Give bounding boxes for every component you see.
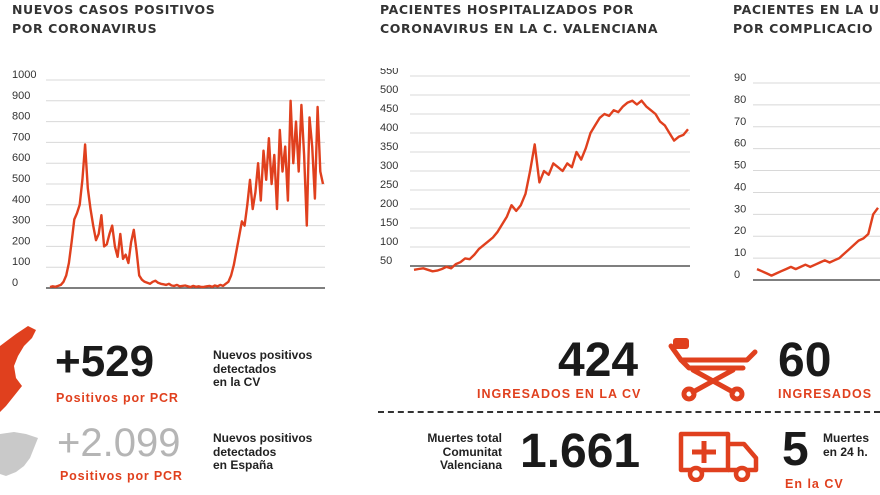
chart2-title: PACIENTES HOSPITALIZADOS POR CORONAVIRUS…	[380, 0, 658, 38]
series-line	[49, 99, 325, 289]
positives-es-label: Positivos por PCR	[60, 469, 183, 483]
y-tick-label: 30	[734, 203, 746, 215]
deaths-24h-desc-line2: en 24 h.	[823, 444, 868, 459]
positives-es-desc-line2: detectados	[213, 444, 277, 459]
deaths-total-value: 1.661	[520, 425, 641, 478]
y-tick-label: 50	[734, 160, 746, 172]
chart1-title-line1: NUEVOS CASOS POSITIVOS	[12, 2, 216, 17]
y-tick-label: 20	[734, 225, 746, 237]
y-tick-label: 550	[380, 68, 398, 77]
deaths-desc-line3: Valenciana	[439, 458, 502, 472]
y-tick-label: 150	[380, 217, 398, 229]
icu-value: 60	[778, 334, 832, 387]
positives-es-desc-line3: en España	[213, 458, 274, 472]
y-tick-label: 500	[12, 173, 30, 185]
y-tick-label: 500	[380, 84, 398, 96]
ambulance-icon	[678, 431, 759, 482]
y-tick-label: 60	[734, 138, 746, 150]
chart1-title: NUEVOS CASOS POSITIVOS POR CORONAVIRUS	[12, 0, 215, 38]
y-tick-label: 600	[12, 152, 30, 164]
spain-map-icon	[0, 432, 38, 476]
deaths-24h-desc: Muertes en 24 h.	[823, 431, 870, 459]
y-tick-label: 450	[380, 103, 398, 115]
positives-cv-desc: Nuevos positivos detectados en la CV	[213, 348, 313, 390]
chart1-title-line2: POR CORONAVIRUS	[12, 21, 158, 36]
y-tick-label: 900	[12, 90, 30, 102]
deaths-desc: Muertes total Comunitat Valenciana	[392, 431, 502, 473]
deaths-24h-label: En la CV	[785, 477, 844, 491]
y-tick-label: 300	[380, 160, 398, 172]
series-line	[756, 207, 879, 277]
positives-es-desc: Nuevos positivos detectados en España	[213, 431, 313, 473]
y-tick-label: 300	[12, 215, 30, 227]
icu-label: INGRESADOS	[778, 387, 873, 401]
positives-cv-desc-line2: detectados	[213, 361, 277, 376]
y-tick-label: 200	[380, 198, 398, 210]
deaths-desc-line1: Muertes total	[427, 431, 502, 445]
y-tick-label: 250	[380, 179, 398, 191]
positives-cv-desc-line1: Nuevos positivos	[213, 348, 313, 362]
icu-chart: 90 80 70 60 50 40 30 20 10 0	[734, 72, 880, 281]
y-tick-label: 1000	[12, 69, 36, 81]
positives-cv-value: +529	[55, 337, 155, 386]
y-tick-label: 100	[380, 236, 398, 248]
y-tick-label: 400	[12, 194, 30, 206]
y-tick-label: 80	[734, 94, 746, 106]
positives-cv-desc-line3: en la CV	[213, 375, 261, 389]
positives-cv-label: Positivos por PCR	[56, 391, 179, 405]
positives-es-desc-line1: Nuevos positivos	[213, 431, 313, 445]
y-tick-label: 10	[734, 247, 746, 259]
y-tick-label: 100	[12, 256, 30, 268]
y-tick-label: 350	[380, 141, 398, 153]
chart2-title-line2: CORONAVIRUS EN LA C. VALENCIANA	[380, 21, 659, 36]
deaths-desc-line2: Comunitat	[442, 444, 502, 459]
valencia-map-icon	[0, 326, 36, 412]
hospitalized-label: INGRESADOS EN LA CV	[477, 387, 642, 401]
y-tick-label: 800	[12, 111, 30, 123]
y-tick-label: 90	[734, 72, 746, 84]
stretcher-icon	[668, 338, 758, 402]
deaths-24h-desc-line1: Muertes	[823, 431, 870, 445]
positives-es-value: +2.099	[57, 421, 181, 465]
y-tick-label: 0	[734, 269, 740, 281]
hospitalized-chart: 550 500 450 400 350 300 250 200 150 100 50	[380, 68, 690, 273]
y-tick-label: 0	[12, 277, 18, 289]
hospitalized-value: 424	[558, 334, 639, 387]
y-tick-label: 700	[12, 131, 30, 143]
deaths-24h-value: 5	[782, 423, 809, 476]
y-tick-label: 200	[12, 235, 30, 247]
chart3-title-line2: POR COMPLICACIO	[733, 21, 874, 36]
chart3-title: PACIENTES EN LA U POR COMPLICACIO	[733, 0, 880, 38]
y-tick-label: 40	[734, 181, 746, 193]
y-tick-label: 70	[734, 116, 746, 128]
y-tick-label: 400	[380, 122, 398, 134]
series-line	[413, 99, 689, 273]
chart3-title-line1: PACIENTES EN LA U	[733, 2, 880, 17]
section-divider	[378, 411, 880, 413]
chart2-title-line1: PACIENTES HOSPITALIZADOS POR	[380, 2, 634, 17]
y-tick-label: 50	[380, 255, 392, 267]
